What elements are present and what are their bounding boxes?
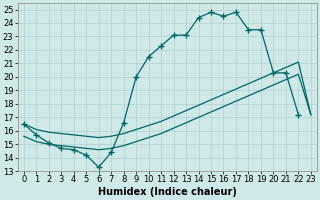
- X-axis label: Humidex (Indice chaleur): Humidex (Indice chaleur): [98, 187, 237, 197]
